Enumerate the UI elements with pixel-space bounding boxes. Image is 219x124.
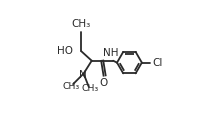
Text: O: O — [99, 78, 107, 88]
Text: N: N — [79, 70, 87, 80]
Text: CH₃: CH₃ — [72, 19, 91, 29]
Text: Cl: Cl — [152, 58, 163, 68]
Text: NH: NH — [103, 48, 118, 58]
Text: CH₃: CH₃ — [82, 84, 99, 93]
Text: HO: HO — [57, 46, 73, 56]
Text: CH₃: CH₃ — [62, 81, 79, 91]
